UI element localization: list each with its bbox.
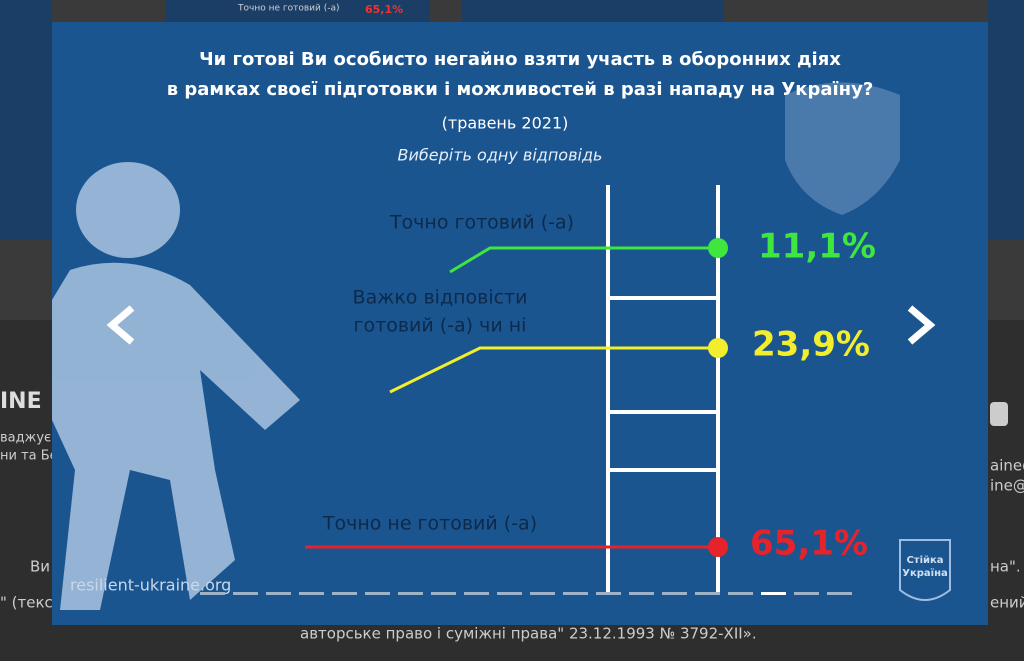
slide-indicator[interactable]: [596, 592, 621, 595]
dot: [708, 338, 728, 358]
prev-arrow[interactable]: [106, 305, 135, 345]
social-icon[interactable]: [990, 402, 1008, 426]
answer-label: готовий (-а) чи ні: [354, 315, 527, 337]
slide-indicator[interactable]: [266, 592, 291, 595]
shield-illustration: [785, 82, 900, 215]
slide-indicator[interactable]: [728, 592, 753, 595]
slide-indicators: [200, 592, 852, 595]
answer-value: 11,1%: [758, 227, 876, 267]
next-arrow[interactable]: [907, 305, 936, 345]
bg-text: ни та Бе: [0, 449, 58, 464]
logo-text: Стійка: [906, 555, 943, 566]
title: Чи готові Ви особисто негайно взяти учас…: [199, 49, 841, 70]
connectors: [305, 246, 718, 549]
slide-indicator[interactable]: [662, 592, 687, 595]
slide-indicator[interactable]: [431, 592, 456, 595]
thumb-text: 65,1%: [365, 3, 403, 16]
slide-indicator[interactable]: [200, 592, 225, 595]
slide-indicator[interactable]: [365, 592, 390, 595]
slide-indicator[interactable]: [530, 592, 555, 595]
slide-indicator[interactable]: [794, 592, 819, 595]
slide-indicator[interactable]: [464, 592, 489, 595]
slide-indicator[interactable]: [233, 592, 258, 595]
answer-label: Точно не готовий (-а): [322, 513, 537, 535]
thumb: [165, 0, 430, 22]
slide-indicator[interactable]: [332, 592, 357, 595]
thumb: [0, 0, 52, 240]
thumb-text: Точно не готовий (-а): [237, 4, 340, 14]
answer-label: Точно готовий (-а): [389, 212, 574, 234]
title: в рамках своєї підготовки і можливостей …: [167, 79, 874, 100]
watermark: resilient-ukraine.org: [70, 576, 231, 595]
slide-indicator[interactable]: [761, 592, 786, 595]
slide-indicator[interactable]: [629, 592, 654, 595]
slide-indicator[interactable]: [563, 592, 588, 595]
date: (травень 2021): [442, 114, 569, 133]
slide-indicator[interactable]: [398, 592, 423, 595]
bg-text: aine@: [990, 457, 1024, 475]
thumb: [988, 0, 1024, 240]
brand: INE: [0, 389, 42, 414]
slide-indicator[interactable]: [299, 592, 324, 595]
slide-indicator[interactable]: [827, 592, 852, 595]
bg-text: ваджує: [0, 431, 51, 446]
bg-text: " (текст: [0, 594, 62, 612]
logo: Стійка Україна: [899, 539, 951, 601]
person-illustration: [52, 162, 300, 610]
bg-text: Ви: [30, 558, 50, 576]
slide-indicator[interactable]: [497, 592, 522, 595]
slide: Чи готові Ви особисто негайно взяти учас…: [52, 22, 988, 625]
logo-text: Україна: [902, 567, 948, 579]
bg-text: авторське право і суміжні права" 23.12.1…: [300, 625, 757, 643]
bg-text: на".: [990, 558, 1021, 576]
thumb: [462, 0, 724, 22]
dot: [708, 238, 728, 258]
instruction: Виберіть одну відповідь: [398, 146, 603, 165]
answer-value: 23,9%: [752, 325, 870, 365]
slide-indicator[interactable]: [695, 592, 720, 595]
bg-text: ений: [990, 594, 1024, 612]
dot: [708, 537, 728, 557]
answer-value: 65,1%: [750, 524, 868, 564]
bg-text: ine@: [990, 477, 1024, 495]
answer-label: Важко відповісти: [353, 287, 528, 309]
